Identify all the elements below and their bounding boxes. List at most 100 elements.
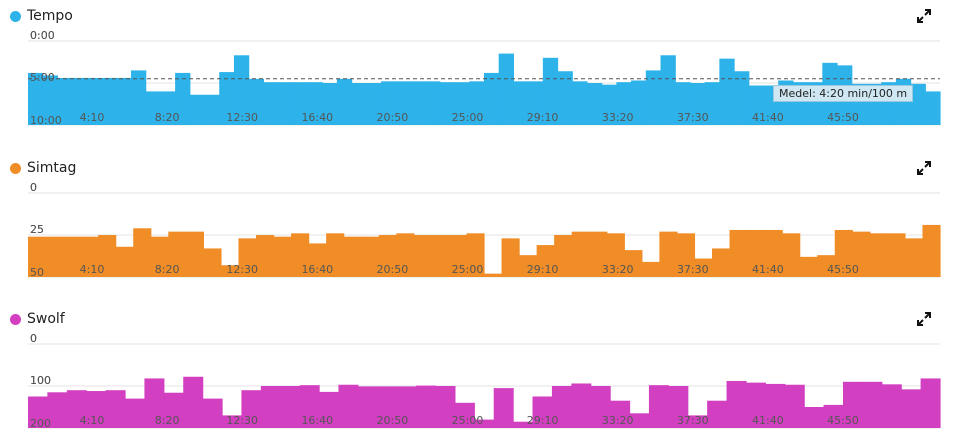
data-bar (63, 236, 82, 277)
x-tick-label: 25:00 (452, 263, 484, 276)
data-bar (439, 82, 456, 125)
data-bar (922, 224, 941, 277)
y-tick-label-overlay: 0:00 (30, 29, 55, 42)
data-bar (189, 94, 206, 125)
data-bar (484, 72, 500, 125)
data-bar (590, 386, 611, 428)
y-tick-label-overlay: 25 (30, 223, 44, 236)
data-bar (689, 83, 706, 125)
data-bar (72, 77, 88, 125)
data-bar (80, 236, 99, 277)
data-bar (86, 391, 107, 428)
y-tick-label-overlay: 50 (30, 266, 44, 279)
data-bar (484, 273, 503, 277)
y-tick-label-overlay: 0 (30, 181, 37, 194)
data-bar (336, 78, 353, 125)
data-bar (498, 53, 515, 125)
swolf-title: Swolf (27, 311, 65, 327)
data-bar (381, 81, 397, 125)
data-bar (513, 421, 534, 428)
data-bar (351, 83, 367, 125)
data-bar (144, 378, 165, 428)
data-bar (116, 77, 132, 125)
data-bar (248, 78, 264, 125)
data-bar (557, 71, 573, 125)
data-bar (150, 236, 169, 277)
tempo-title: Tempo (27, 8, 73, 24)
data-bar (435, 386, 456, 428)
data-bar (745, 382, 766, 428)
data-bar (431, 235, 450, 277)
data-bar (726, 380, 747, 428)
data-bar (631, 80, 647, 125)
x-tick-label: 25:00 (452, 111, 484, 124)
data-bar (308, 243, 327, 277)
tempo-panel: Tempo 0:005:0010:000:005:0010:004:108:20… (0, 0, 954, 140)
data-bar (764, 229, 783, 277)
data-bar (396, 233, 415, 277)
data-bar (817, 255, 836, 277)
data-bar (551, 386, 572, 428)
expand-arrows-icon[interactable] (916, 160, 932, 176)
data-bar (241, 390, 262, 428)
data-bar (469, 81, 485, 125)
x-tick-label: 4:10 (80, 263, 105, 276)
x-tick-label: 4:10 (80, 111, 105, 124)
data-bar (707, 400, 728, 428)
data-bar (616, 82, 632, 125)
x-tick-label: 29:10 (527, 263, 559, 276)
data-bar (765, 383, 786, 428)
data-bar (396, 386, 417, 428)
data-bar (668, 386, 689, 428)
data-bar (659, 231, 678, 277)
x-tick-label: 12:30 (226, 111, 258, 124)
x-tick-label: 20:50 (377, 414, 409, 427)
data-bar (292, 82, 309, 125)
y-tick-label-overlay: 5:00 (30, 71, 55, 84)
x-tick-label: 29:10 (527, 414, 559, 427)
data-bar (513, 81, 529, 125)
x-tick-label: 16:40 (301, 414, 333, 427)
simtag-header: Simtag (10, 158, 76, 178)
data-bar (28, 396, 49, 428)
data-bar (145, 91, 161, 125)
data-bar (45, 236, 64, 277)
tempo-header: Tempo (10, 6, 73, 26)
data-bar (185, 231, 204, 277)
data-bar (501, 238, 520, 277)
data-bar (606, 233, 625, 277)
data-bar (238, 238, 257, 277)
y-tick-label: 100 (30, 374, 51, 387)
data-bar (823, 404, 844, 428)
x-tick-label: 41:40 (752, 111, 784, 124)
data-bar (338, 384, 359, 428)
data-bar (704, 82, 720, 125)
x-tick-label: 45:50 (827, 414, 859, 427)
x-tick-label: 37:30 (677, 414, 709, 427)
x-tick-label: 12:30 (226, 414, 258, 427)
data-bar (410, 81, 426, 125)
data-bar (862, 381, 883, 428)
data-bar (536, 245, 555, 277)
data-bar (660, 55, 676, 125)
data-bar (343, 236, 362, 277)
data-bar (291, 233, 310, 277)
data-bar (130, 70, 147, 125)
simtag-chart: 02550025504:108:2012:3016:4020:5025:0029… (28, 181, 941, 279)
data-bar (641, 261, 660, 277)
simtag-title: Simtag (27, 160, 77, 176)
y-tick-label: 25 (30, 223, 44, 236)
x-tick-label: 8:20 (155, 414, 180, 427)
y-tick-label-overlay: 0 (30, 332, 37, 345)
data-bar (528, 81, 544, 125)
data-bar (163, 392, 184, 428)
data-bar (204, 94, 220, 125)
expand-arrows-icon[interactable] (916, 8, 932, 24)
data-bar (881, 384, 902, 428)
y-tick-label: 0 (30, 181, 37, 194)
data-bar (307, 82, 323, 125)
expand-arrows-icon[interactable] (916, 311, 932, 327)
data-bar (532, 396, 553, 428)
data-bar (676, 233, 696, 277)
data-bar (542, 57, 559, 125)
